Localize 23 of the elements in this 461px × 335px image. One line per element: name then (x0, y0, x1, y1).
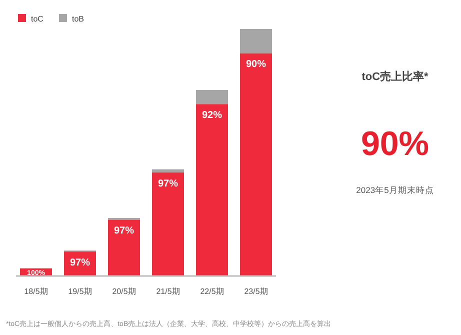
x-tick-label: 22/5期 (200, 287, 224, 296)
text: 90% (360, 125, 430, 163)
bar (240, 29, 272, 54)
annotation: 92% (202, 110, 222, 122)
x-tick-label: 20/5期 (112, 287, 136, 296)
bar (152, 169, 184, 172)
legend-label: toC (31, 14, 44, 24)
x-tick-label: 19/5期 (68, 287, 92, 296)
annotation: 97% (70, 257, 90, 268)
annotation: 90% (246, 59, 266, 70)
text: 2023年5月期末時点 (356, 185, 434, 195)
text: toC売上比率* (362, 70, 430, 83)
annotation: 97% (114, 226, 134, 237)
bar (152, 172, 184, 276)
bar (196, 90, 228, 104)
legend-label: toB (72, 14, 84, 24)
x-tick-label: 18/5期 (24, 287, 48, 296)
bar (196, 104, 228, 276)
x-tick-label: 23/5期 (244, 287, 268, 296)
bar (240, 53, 272, 276)
bar (108, 220, 140, 276)
annotation: 97% (158, 178, 178, 190)
x-tick-label: 21/5期 (156, 287, 180, 296)
